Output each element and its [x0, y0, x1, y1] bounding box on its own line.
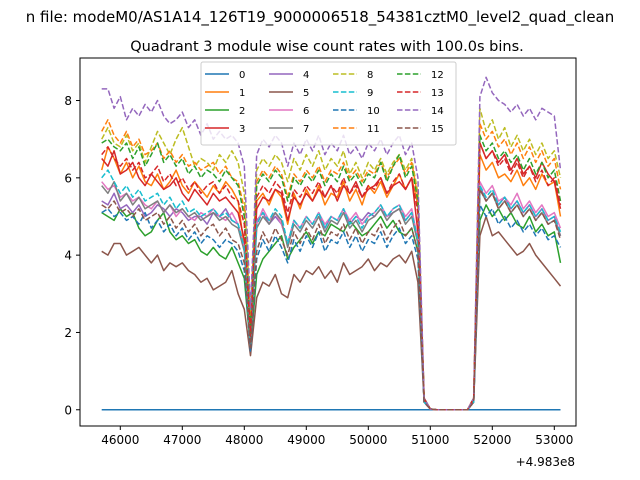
x-tick-label: 52000	[473, 433, 511, 447]
legend-label-10: 10	[367, 106, 380, 117]
plot-frame	[79, 57, 577, 427]
series-line-10	[101, 204, 562, 411]
legend-label-14: 14	[431, 106, 444, 117]
legend-label-3: 3	[239, 124, 245, 135]
legend-label-5: 5	[303, 88, 309, 99]
series-line-13	[101, 142, 562, 411]
legend-label-8: 8	[367, 70, 373, 81]
y-tick-label: 0	[64, 403, 72, 417]
legend-label-0: 0	[239, 70, 245, 81]
legend-label-4: 4	[303, 70, 309, 81]
x-tick-label: 48000	[225, 433, 263, 447]
legend-label-7: 7	[303, 124, 309, 135]
series-line-8	[101, 107, 562, 411]
series-line-9	[101, 169, 562, 411]
legend-label-15: 15	[431, 124, 444, 135]
legend-label-12: 12	[431, 70, 444, 81]
series-line-11	[101, 119, 562, 411]
legend-frame	[200, 61, 457, 146]
legend-label-1: 1	[239, 88, 245, 99]
series-line-5	[101, 215, 562, 411]
series-line-7	[101, 180, 562, 411]
x-offset-label: +4.983e8	[516, 455, 575, 469]
y-tick-label: 4	[64, 249, 72, 263]
legend-label-13: 13	[431, 88, 444, 99]
x-tick-label: 47000	[163, 433, 201, 447]
legend-label-2: 2	[239, 106, 245, 117]
chart-title: Quadrant 3 module wise count rates with …	[130, 39, 524, 55]
x-tick-label: 53000	[535, 433, 573, 447]
figure-suptitle: n file: modeM0/AS1A14_126T19_9000006518_…	[26, 8, 615, 27]
x-tick-label: 51000	[411, 433, 449, 447]
series-line-14	[101, 76, 562, 411]
x-tick-label: 50000	[349, 433, 387, 447]
x-tick-label: 49000	[287, 433, 325, 447]
y-tick-label: 2	[64, 326, 72, 340]
y-tick-label: 6	[64, 171, 72, 185]
y-tick-label: 8	[64, 94, 72, 108]
x-tick-label: 46000	[101, 433, 139, 447]
series-layer	[100, 76, 562, 411]
y-axis: 0 2 4 6 8	[64, 94, 80, 417]
series-line-15	[101, 188, 562, 411]
legend-label-6: 6	[303, 106, 309, 117]
series-line-12	[101, 134, 562, 411]
legend-label-9: 9	[367, 88, 373, 99]
series-line-2	[101, 204, 562, 411]
legend-label-11: 11	[367, 124, 380, 135]
series-line-1	[100, 146, 562, 411]
x-axis: 46000 47000 48000 49000 50000 51000 52000 53000	[101, 426, 573, 447]
